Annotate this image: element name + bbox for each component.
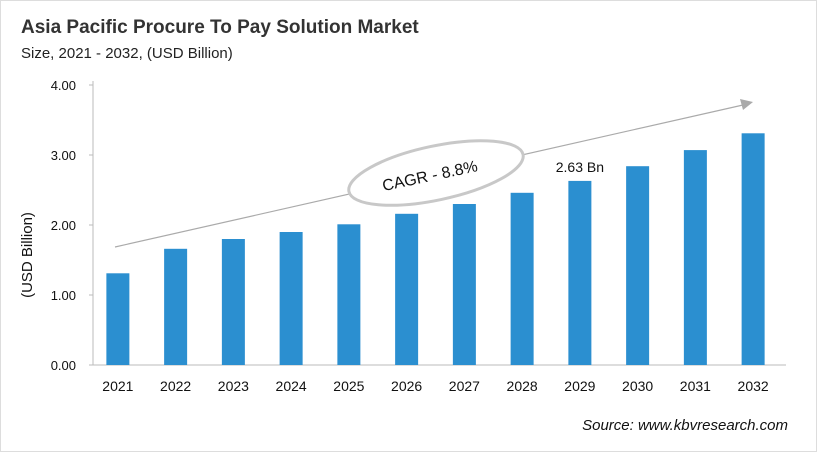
bar-2021 (106, 273, 130, 365)
bar-2029 (568, 180, 592, 365)
trend-arrow-head (740, 99, 753, 110)
source-note: Source: www.kbvresearch.com (582, 417, 788, 434)
bar-2026 (395, 213, 419, 365)
x-tick-label: 2031 (680, 378, 711, 394)
bar-2023 (221, 239, 245, 365)
bar-2024 (279, 232, 303, 365)
x-tick-label: 2022 (160, 378, 191, 394)
data-label: 2.63 Bn (556, 159, 604, 175)
x-tick-label: 2027 (449, 378, 480, 394)
x-tick-label: 2029 (564, 378, 595, 394)
y-tick-label: 1.00 (51, 288, 76, 303)
bar-2025 (337, 224, 361, 365)
y-tick-label: 3.00 (51, 148, 76, 163)
chart-title: Asia Pacific Procure To Pay Solution Mar… (21, 17, 419, 38)
y-tick-label: 4.00 (51, 78, 76, 93)
x-tick-label: 2025 (333, 378, 364, 394)
x-tick-label: 2021 (102, 378, 133, 394)
cagr-ellipse (347, 139, 525, 207)
bar-2030 (626, 166, 650, 365)
bar-2028 (510, 192, 534, 365)
x-tick-label: 2032 (738, 378, 769, 394)
x-tick-label: 2028 (507, 378, 538, 394)
x-tick-label: 2026 (391, 378, 422, 394)
y-axis-label: (USD Billion) (19, 212, 36, 298)
x-tick-label: 2023 (218, 378, 249, 394)
y-tick-label: 2.00 (51, 218, 76, 233)
bar-2032 (741, 133, 765, 365)
bar-2022 (164, 248, 188, 365)
bar-2031 (683, 150, 707, 365)
x-tick-label: 2024 (276, 378, 307, 394)
bar-2027 (452, 204, 476, 365)
x-tick-label: 2030 (622, 378, 653, 394)
y-tick-label: 0.00 (51, 358, 76, 373)
chart-subtitle: Size, 2021 - 2032, (USD Billion) (21, 45, 233, 62)
